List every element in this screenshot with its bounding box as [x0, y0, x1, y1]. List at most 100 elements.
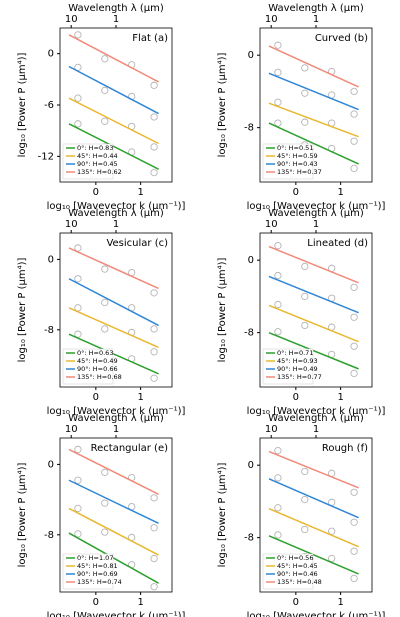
data-point — [150, 81, 158, 89]
fit-line — [268, 122, 359, 165]
data-point — [101, 86, 109, 95]
x2-axis-label: Wavelength λ (μm) — [68, 3, 164, 14]
legend-box — [62, 348, 114, 385]
legend-label: 135°: H=0.62 — [77, 168, 122, 176]
data-point — [350, 164, 358, 173]
panel-title: Curved (b) — [315, 33, 368, 44]
x-tick-label: 0 — [293, 187, 299, 198]
data-point — [350, 574, 358, 583]
legend-box — [62, 553, 114, 590]
x2-tick-label: 1 — [113, 219, 119, 230]
data-point — [74, 504, 82, 513]
y-tick-label: -8 — [244, 123, 254, 134]
data-point — [274, 300, 282, 309]
legend-label: 0°: H=0.56 — [277, 554, 313, 562]
data-point — [150, 143, 158, 151]
fit-line — [268, 478, 359, 519]
legend-label: 0°: H=0.51 — [277, 144, 313, 152]
x2-tick-label: 10 — [265, 424, 278, 435]
data-point — [150, 554, 158, 563]
data-point — [301, 64, 309, 72]
x2-axis-label: Wavelength λ (μm) — [68, 413, 164, 424]
data-point — [301, 495, 309, 504]
y-tick-label: -8 — [44, 325, 54, 336]
data-point — [74, 31, 82, 39]
y-axis-label: log₁₀ [Power P (μm⁴)] — [17, 53, 28, 158]
data-point — [101, 499, 109, 507]
legend-label: 0°: H=0.63 — [77, 349, 113, 357]
y-tick-label: 0 — [248, 50, 254, 61]
y-tick-label: -8 — [44, 530, 54, 541]
data-point — [350, 313, 358, 321]
legend-label: 135°: H=0.77 — [277, 373, 322, 381]
data-point — [150, 374, 158, 382]
legend-box — [262, 143, 314, 180]
panel: Rough (f) Wavelength λ (μm) log₁₀ [Wavevec… — [217, 413, 385, 617]
fit-line — [268, 72, 359, 111]
fit-line — [68, 278, 159, 327]
data-point — [150, 524, 158, 532]
y-tick-label: 0 — [48, 459, 54, 470]
x-tick-label: 0 — [293, 597, 299, 608]
fit-line — [68, 65, 159, 115]
legend-label: 90°: H=0.66 — [77, 365, 118, 373]
x-tick-label: 0 — [93, 597, 99, 608]
panel: Rectangular (e) Wavelength λ (μm) log₁₀ [W… — [17, 413, 185, 617]
data-point — [274, 242, 282, 250]
y-tick-label: 0 — [248, 460, 254, 471]
data-point — [274, 328, 282, 336]
legend-label: 45°: H=0.45 — [277, 562, 318, 570]
data-point — [350, 342, 358, 350]
legend-label: 45°: H=0.81 — [77, 562, 118, 570]
x2-axis-label: Wavelength λ (μm) — [268, 413, 364, 424]
fit-line — [68, 34, 159, 83]
data-point — [350, 518, 358, 526]
fit-line — [68, 307, 159, 349]
data-point — [101, 117, 109, 125]
y-axis-label: log₁₀ [Power P (μm⁴)] — [217, 258, 228, 363]
fit-line — [268, 535, 359, 575]
x-tick-label: 1 — [337, 187, 343, 198]
y-axis-label: log₁₀ [Power P (μm⁴)] — [217, 463, 228, 568]
fit-line — [68, 123, 159, 170]
panel: Flat (a) Wavelength λ (μm) log₁₀ [Wavevect… — [17, 3, 185, 212]
x-axis-label: log₁₀ [Wavevector k (μm⁻¹)] — [247, 201, 386, 212]
y-tick-label: -12 — [38, 151, 54, 162]
x-tick-label: 1 — [337, 392, 343, 403]
x-tick-label: 1 — [137, 597, 143, 608]
data-point — [350, 87, 358, 96]
x-tick-label: 1 — [137, 187, 143, 198]
legend-label: 90°: H=0.45 — [77, 160, 118, 168]
data-point — [101, 298, 109, 307]
legend-label: 0°: H=1.07 — [77, 554, 113, 562]
fit-line — [68, 333, 159, 375]
legend-label: 45°: H=0.93 — [277, 357, 318, 365]
data-point — [350, 488, 358, 497]
x2-tick-label: 10 — [65, 14, 78, 25]
x-axis-label: log₁₀ [Wavevector k (μm⁻¹)] — [47, 406, 186, 417]
panel: Curved (b) Wavelength λ (μm) log₁₀ [Waveve… — [217, 3, 385, 212]
y-tick-label: -8 — [244, 328, 254, 339]
data-point — [274, 271, 282, 280]
data-point — [101, 528, 109, 536]
data-point — [274, 447, 282, 455]
panel: Lineated (d) Wavelength λ (μm) log₁₀ [Wave… — [217, 208, 385, 417]
data-point — [74, 94, 82, 102]
fit-line — [268, 304, 359, 343]
x-axis-label: log₁₀ [Wavevector k (μm⁻¹)] — [47, 201, 186, 212]
data-point — [150, 325, 158, 333]
data-point — [350, 110, 358, 118]
x-axis-label: log₁₀ [Wavevector k (μm⁻¹)] — [47, 611, 186, 617]
y-tick-label: -8 — [244, 533, 254, 544]
data-point — [74, 476, 82, 484]
x-tick-label: 0 — [93, 392, 99, 403]
data-point — [350, 137, 358, 145]
legend-label: 135°: H=0.68 — [77, 373, 122, 381]
x2-tick-label: 10 — [265, 14, 278, 25]
x2-tick-label: 1 — [313, 219, 319, 230]
x-axis-label: log₁₀ [Wavevector k (μm⁻¹)] — [247, 611, 386, 617]
x2-axis-label: Wavelength λ (μm) — [268, 208, 364, 219]
legend-label: 90°: H=0.43 — [277, 160, 318, 168]
fit-line — [68, 507, 159, 556]
data-point — [301, 262, 309, 271]
